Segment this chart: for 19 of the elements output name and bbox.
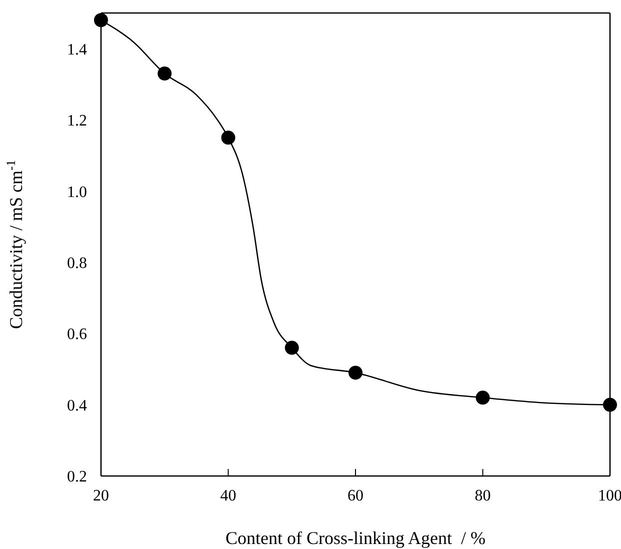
point (221, 130, 236, 145)
point (158, 66, 172, 81)
point (348, 366, 362, 380)
x-tick-label: 60 (348, 487, 364, 504)
point (94, 13, 108, 28)
y-tick-label: 1.2 (67, 112, 87, 130)
x-tick-label: 80 (474, 487, 491, 504)
y-tick-label: 1.0 (67, 184, 87, 201)
point (476, 390, 490, 405)
x-tick-label: 40 (220, 487, 236, 504)
y-tick-label: 0.6 (67, 326, 87, 344)
y-tick-label: 0.2 (67, 468, 87, 486)
x-axis-title: Content of Cross-linking Agent / % (226, 528, 486, 548)
x-tick-label: 20 (93, 487, 109, 504)
y-tick-label: 0.4 (67, 397, 87, 414)
y-tick-label: 1.4 (67, 41, 87, 58)
point (284, 340, 299, 355)
point (603, 398, 617, 412)
y-tick-label: 0.8 (67, 254, 87, 272)
